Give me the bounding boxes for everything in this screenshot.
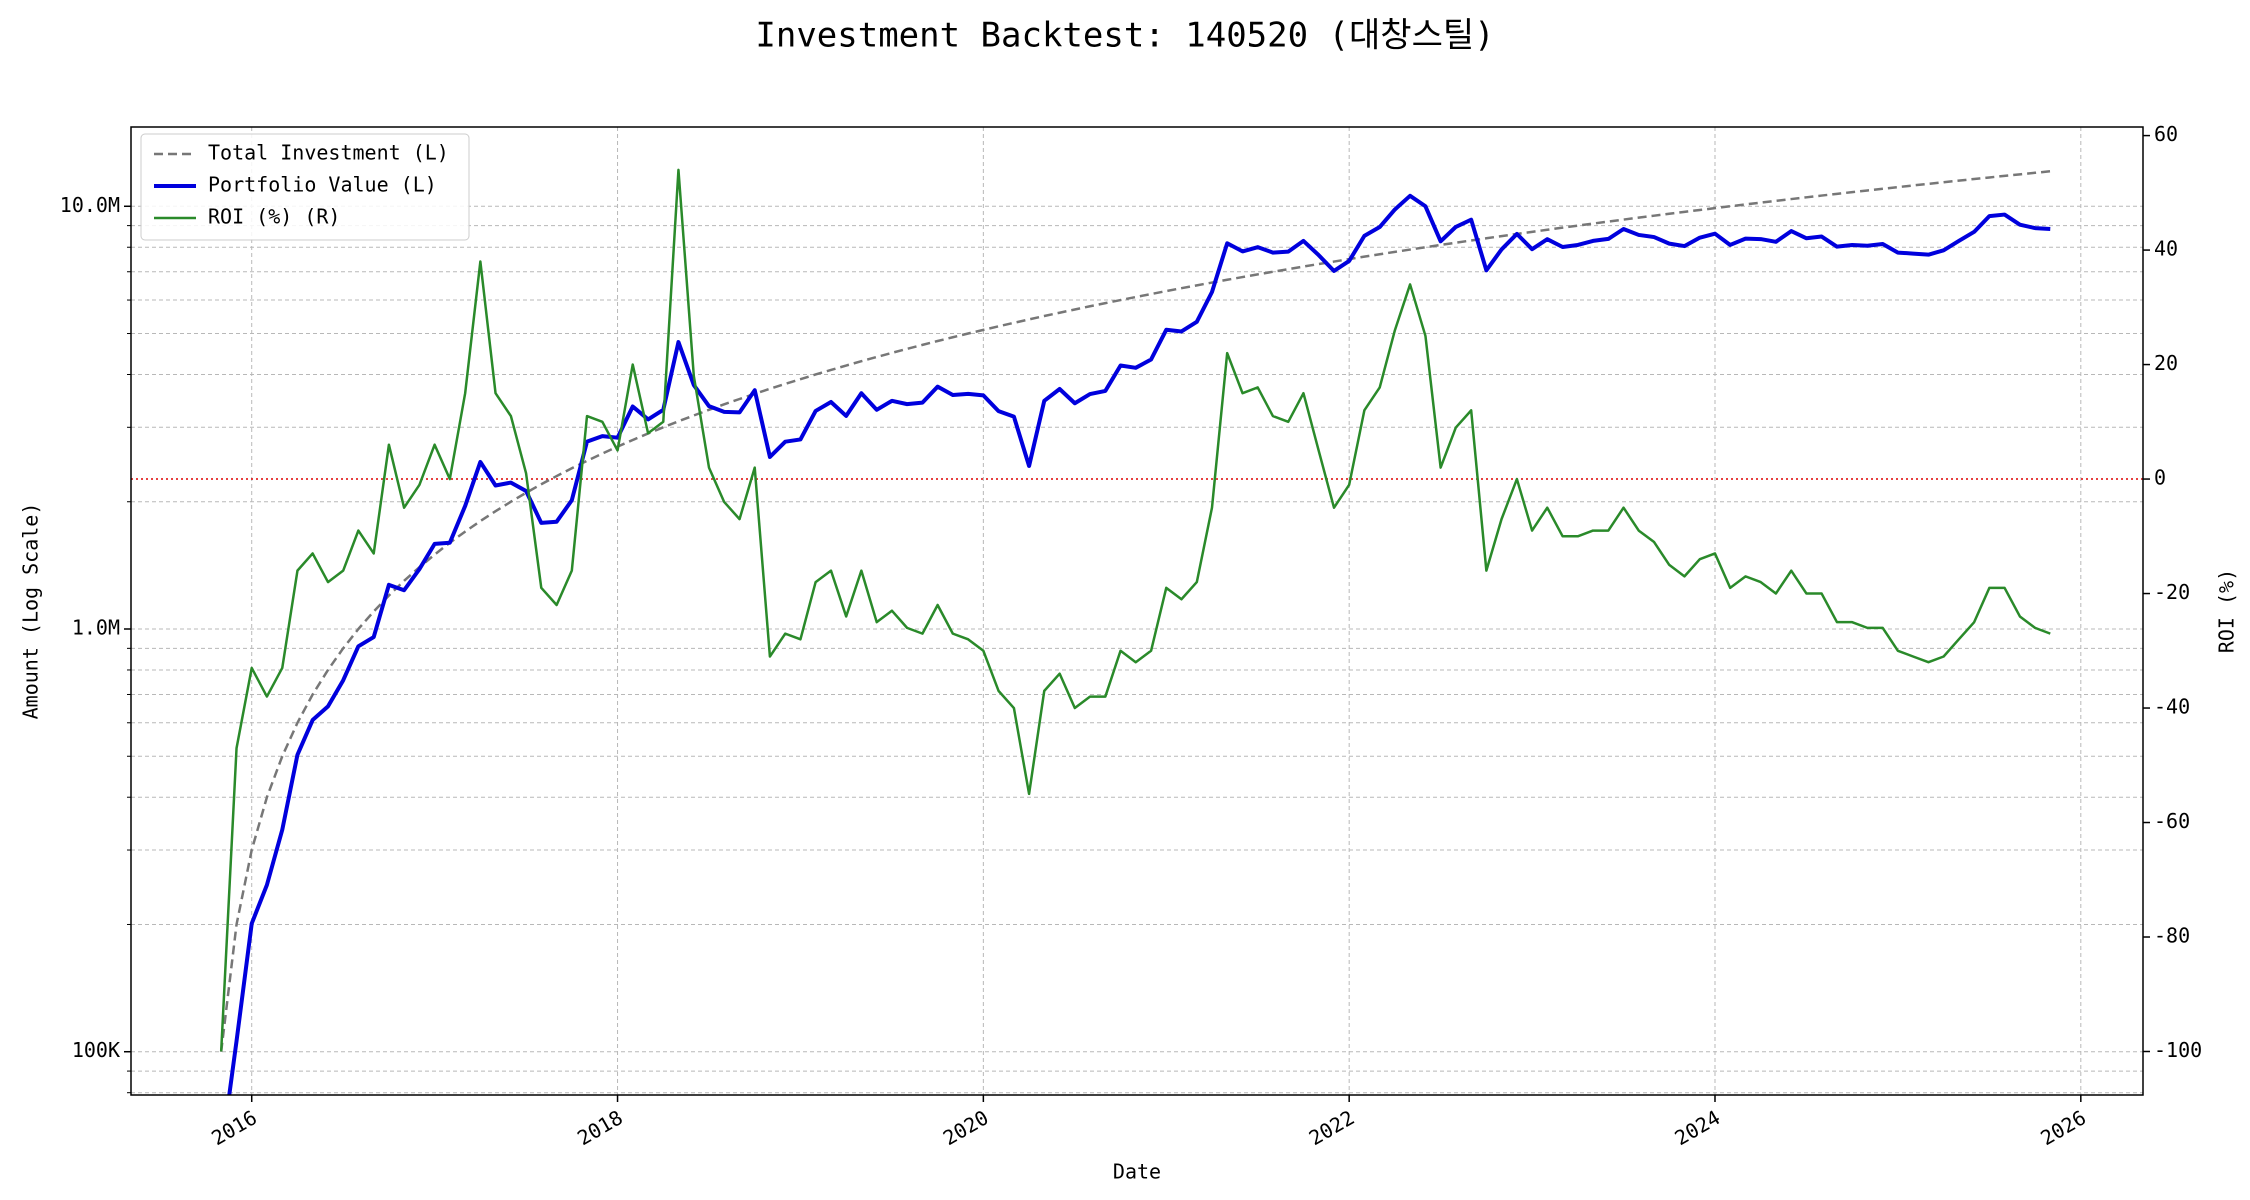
- legend-label: Total Investment (L): [208, 141, 449, 165]
- y2-tick-label: 40: [2154, 237, 2178, 261]
- y2-tick-label: -60: [2154, 809, 2190, 833]
- x-tick-label: 2026: [2036, 1105, 2090, 1150]
- y2-tick-label: 20: [2154, 351, 2178, 375]
- y-axis-label: Amount (Log Scale): [19, 503, 43, 720]
- chart-title: Investment Backtest: 140520 (대창스틸): [755, 16, 1494, 56]
- legend-label: ROI (%) (R): [208, 205, 340, 229]
- y2-tick-label: -80: [2154, 924, 2190, 948]
- x-tick-label: 2022: [1305, 1105, 1359, 1150]
- series-line: [219, 170, 2051, 1052]
- series-line: [227, 193, 2051, 1095]
- grid: [131, 127, 2143, 1095]
- y-tick-label: 100K: [72, 1038, 120, 1062]
- series-line: [219, 168, 2051, 1052]
- x-tick-label: 2024: [1671, 1105, 1725, 1150]
- x-tick-label: 2016: [207, 1105, 261, 1150]
- plot-frame: [130, 126, 2144, 1096]
- x-tick-label: 2020: [939, 1105, 993, 1150]
- ticks: 2016 2018 2020 2022 2024 2026 100K 1.0M 10.0M -10…: [60, 122, 2202, 1150]
- y2-tick-label: -40: [2154, 695, 2190, 719]
- y-tick-label: 10.0M: [60, 193, 120, 217]
- x-tick-label: 2018: [573, 1105, 627, 1150]
- legend: Total Investment (L) Portfolio Value (L) R…: [140, 133, 470, 241]
- legend-label: Portfolio Value (L): [208, 173, 437, 197]
- y2-axis-label: ROI (%): [2215, 569, 2239, 653]
- y-tick-label: 1.0M: [72, 615, 120, 639]
- plot-lines: [131, 168, 2143, 1095]
- y2-tick-label: 0: [2154, 466, 2166, 490]
- legend-box: [140, 133, 470, 241]
- y2-tick-label: -100: [2154, 1038, 2202, 1062]
- y2-tick-label: 60: [2154, 122, 2178, 146]
- x-axis-label: Date: [1113, 1160, 1161, 1184]
- y2-tick-label: -20: [2154, 580, 2190, 604]
